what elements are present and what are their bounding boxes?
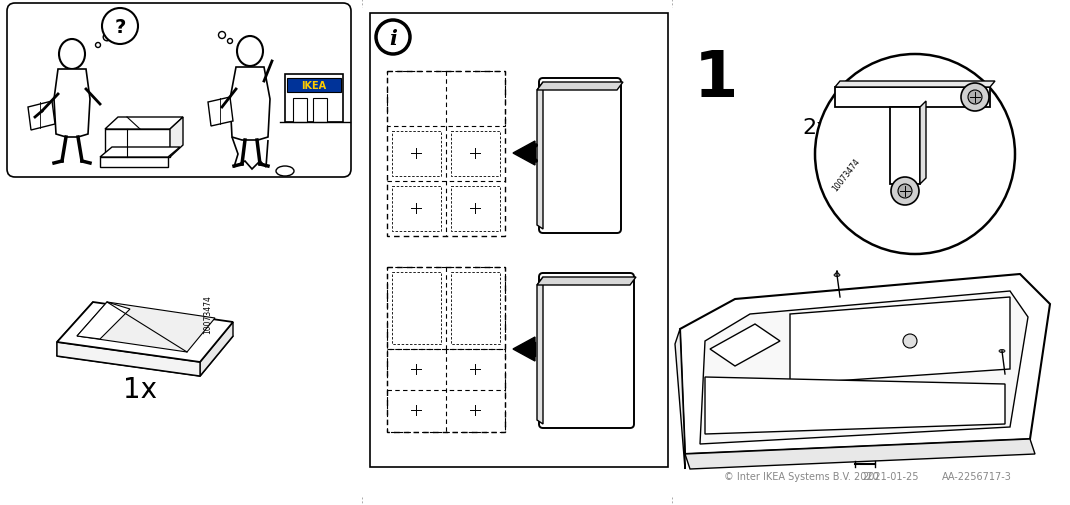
Polygon shape: [835, 88, 990, 108]
Polygon shape: [513, 142, 535, 166]
Bar: [387, 268, 505, 349]
Polygon shape: [513, 337, 535, 361]
FancyBboxPatch shape: [7, 4, 351, 178]
Polygon shape: [890, 108, 920, 185]
Polygon shape: [57, 302, 93, 357]
Bar: [285, 75, 343, 123]
Polygon shape: [537, 277, 636, 285]
Polygon shape: [700, 291, 1028, 444]
Bar: [392, 273, 441, 344]
Bar: [105, 130, 170, 158]
Text: IKEA: IKEA: [302, 81, 326, 91]
Bar: [387, 72, 505, 236]
Circle shape: [95, 43, 101, 48]
Polygon shape: [230, 68, 270, 141]
Text: 1x: 1x: [123, 375, 157, 403]
Polygon shape: [28, 102, 55, 131]
Text: 1: 1: [694, 48, 738, 110]
Bar: [450, 187, 500, 231]
Text: ?: ?: [114, 18, 125, 36]
Circle shape: [376, 21, 410, 55]
Ellipse shape: [276, 167, 294, 177]
Bar: [392, 132, 441, 177]
Polygon shape: [57, 302, 233, 362]
Polygon shape: [705, 377, 1005, 434]
Circle shape: [898, 185, 912, 198]
Bar: [293, 99, 307, 123]
Text: 2021-01-25: 2021-01-25: [862, 471, 918, 481]
Bar: [287, 79, 341, 93]
Text: © Inter IKEA Systems B.V. 2020: © Inter IKEA Systems B.V. 2020: [724, 471, 878, 481]
Text: 2x: 2x: [802, 118, 829, 138]
Ellipse shape: [236, 37, 263, 67]
Polygon shape: [537, 277, 542, 424]
FancyArrowPatch shape: [835, 272, 839, 276]
Text: 10073474: 10073474: [203, 295, 213, 334]
Polygon shape: [710, 324, 780, 366]
Polygon shape: [920, 102, 926, 185]
Polygon shape: [77, 302, 215, 352]
Bar: [450, 273, 500, 344]
Circle shape: [903, 334, 917, 348]
Ellipse shape: [999, 350, 1005, 353]
Circle shape: [103, 34, 111, 42]
Circle shape: [102, 9, 138, 45]
Bar: [450, 132, 500, 177]
Ellipse shape: [59, 40, 85, 70]
Circle shape: [961, 84, 989, 112]
Polygon shape: [835, 82, 995, 88]
Circle shape: [218, 32, 226, 39]
Text: AA-2256717-3: AA-2256717-3: [942, 471, 1012, 481]
Polygon shape: [100, 158, 168, 168]
Polygon shape: [77, 302, 129, 339]
Polygon shape: [57, 342, 200, 376]
FancyBboxPatch shape: [539, 274, 635, 428]
Bar: [314, 99, 327, 123]
Bar: [370, 14, 668, 467]
Text: 10073474: 10073474: [830, 157, 861, 193]
Polygon shape: [54, 70, 90, 138]
Circle shape: [228, 39, 232, 44]
Polygon shape: [675, 329, 685, 469]
Bar: [387, 268, 505, 432]
Polygon shape: [537, 83, 623, 91]
Polygon shape: [200, 322, 233, 376]
Polygon shape: [100, 147, 180, 158]
Bar: [387, 72, 505, 127]
Circle shape: [968, 91, 982, 105]
Polygon shape: [685, 439, 1035, 469]
Polygon shape: [681, 274, 1050, 454]
Circle shape: [891, 178, 919, 206]
Polygon shape: [170, 118, 183, 158]
Ellipse shape: [834, 274, 840, 277]
Polygon shape: [105, 118, 183, 130]
Text: i: i: [389, 29, 397, 49]
FancyBboxPatch shape: [539, 79, 621, 233]
Polygon shape: [537, 83, 542, 230]
Polygon shape: [57, 316, 233, 376]
Bar: [387, 349, 505, 432]
Polygon shape: [208, 98, 233, 127]
Polygon shape: [790, 297, 1010, 384]
Bar: [392, 187, 441, 231]
Circle shape: [815, 55, 1015, 255]
